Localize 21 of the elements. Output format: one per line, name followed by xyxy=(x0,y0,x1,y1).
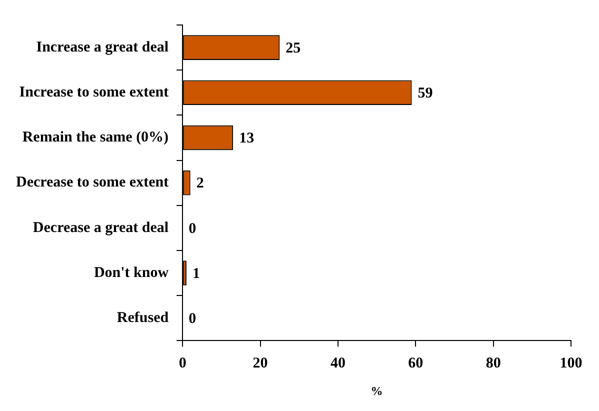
x-tick-label: 100 xyxy=(560,355,582,372)
x-tick-label: 60 xyxy=(408,355,424,372)
y-tick-label: Decrease to some extent xyxy=(16,174,169,191)
data-label: 59 xyxy=(418,86,433,102)
x-tick-label: 20 xyxy=(252,355,268,372)
y-tick-label: Increase a great deal xyxy=(36,39,169,56)
x-tick-label: 80 xyxy=(486,355,501,372)
y-tick-label: Remain the same (0%) xyxy=(22,130,169,146)
x-tick-label: 0 xyxy=(178,355,186,372)
data-label: 25 xyxy=(286,40,301,56)
y-tick-label: Refused xyxy=(116,310,170,326)
data-label: 0 xyxy=(188,220,196,237)
x-axis-title: % xyxy=(370,384,383,398)
data-label: 2 xyxy=(196,176,204,192)
y-tick-label: Don't know xyxy=(94,264,169,281)
y-tick-label: Increase to some extent xyxy=(19,84,169,101)
data-label: 0 xyxy=(188,310,196,327)
data-label: 13 xyxy=(239,130,254,147)
x-tick-label: 40 xyxy=(330,355,346,372)
y-tick-label: Decrease a great deal xyxy=(32,220,169,236)
data-label: 1 xyxy=(192,266,200,282)
